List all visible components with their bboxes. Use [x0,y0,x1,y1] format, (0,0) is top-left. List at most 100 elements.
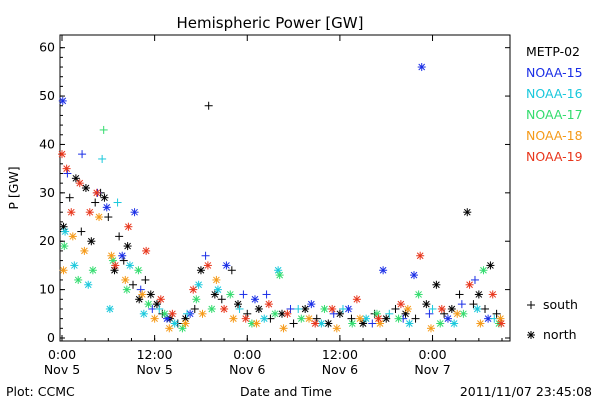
timestamp: 2011/11/07 23:45:08 [460,384,592,399]
data-point-north [60,242,69,251]
data-point-north [210,290,219,299]
x-tick-time-label: 12:00 [322,347,358,362]
data-point-north [105,304,114,313]
legend-entry: NOAA-15 [526,65,583,80]
data-point-south [190,304,199,313]
data-point-north [160,309,169,318]
legend-entry: NOAA-18 [526,128,583,143]
data-point-north [124,222,133,231]
data-point-north [68,232,77,241]
y-tick-label: 50 [39,88,55,103]
legend-entry: NOAA-17 [526,107,583,122]
x-tick-date-label: Nov 6 [322,362,358,377]
data-point-north [279,324,288,333]
data-point-north [328,304,337,313]
data-point-south [411,314,420,323]
data-point-north [88,266,97,275]
data-point-south [183,309,192,318]
data-point-north [474,290,483,299]
data-point-north [447,304,456,313]
data-point-north [264,300,273,309]
data-point-north [324,319,333,328]
data-point-north [283,309,292,318]
data-point-south [347,314,356,323]
data-point-south [63,169,72,178]
data-point-north [122,285,131,294]
x-tick-date-label: Nov 6 [229,362,265,377]
data-point-north [254,304,263,313]
data-point-north [144,300,153,309]
data-point-south [289,319,298,328]
x-tick-date-label: Nov 5 [136,362,172,377]
data-point-south [141,275,150,284]
legend-entry: METP-02 [526,44,580,59]
series-legend: METP-02 NOAA-15 NOAA-16 NOAA-17 NOAA-18 NOAA-… [526,44,583,164]
data-point-south [129,280,138,289]
data-point-north [139,309,148,318]
y-axis: 0 10 20 30 40 50 60 [39,40,510,345]
data-point-north [111,261,120,270]
data-point-south [115,232,124,241]
data-point-north [226,290,235,299]
data-point-south [455,290,464,299]
data-point-north [229,314,238,323]
plot-credit: Plot: CCMC [6,384,75,399]
data-point-south [470,275,479,284]
y-tick-label: 10 [39,282,55,297]
data-point-north [135,295,144,304]
plot-area-frame [59,34,511,342]
data-point-north [465,280,474,289]
data-point-north [125,261,134,270]
x-tick-time-label: 0:00 [418,347,446,362]
data-point-south [262,290,271,299]
data-point-south [201,251,210,260]
data-point-south [368,319,377,328]
data-point-north [359,319,368,328]
data-point-north [130,208,139,217]
data-point-north [252,319,261,328]
data-point-north [453,309,462,318]
data-point-north [100,193,109,202]
data-point-north [355,314,364,323]
x-tick-date-label: Nov 7 [414,362,450,377]
data-point-north [374,314,383,323]
data-point-north [118,251,127,260]
data-point-south [391,304,400,313]
data-point-north [307,300,316,309]
data-point-north [410,271,418,280]
data-point-north [436,319,445,328]
data-point-south [294,304,303,313]
y-tick-label: 20 [39,233,55,248]
data-point-north [207,304,216,313]
data-point-north [220,304,229,313]
data-point-south [113,198,122,207]
data-point-north [332,324,341,333]
data-point-north [234,300,242,309]
data-point-north [426,324,435,333]
data-point-north [198,309,207,318]
data-point-south [104,213,113,222]
data-point-north [301,304,310,313]
data-point-south [77,227,86,236]
data-point-north [58,150,66,159]
data-point-south [155,304,164,313]
x-tick-time-label: 0:00 [48,347,76,362]
data-point-north [178,324,187,333]
data-point-north [62,164,71,173]
data-point-south [227,266,236,275]
data-point-south [91,198,100,207]
data-point-north [74,275,83,284]
data-point-north [165,324,174,333]
data-point-south [425,309,434,318]
y-axis-label: P [GW] [6,166,21,209]
data-point-north [59,266,68,275]
data-point-north [70,261,79,270]
x-tick-time-label: 12:00 [137,347,173,362]
data-point-north [414,290,423,299]
data-point-north [432,280,441,289]
data-point-north [138,290,147,299]
data-point-north [417,63,426,72]
data-point-north [212,275,221,284]
data-point-north [403,304,412,313]
